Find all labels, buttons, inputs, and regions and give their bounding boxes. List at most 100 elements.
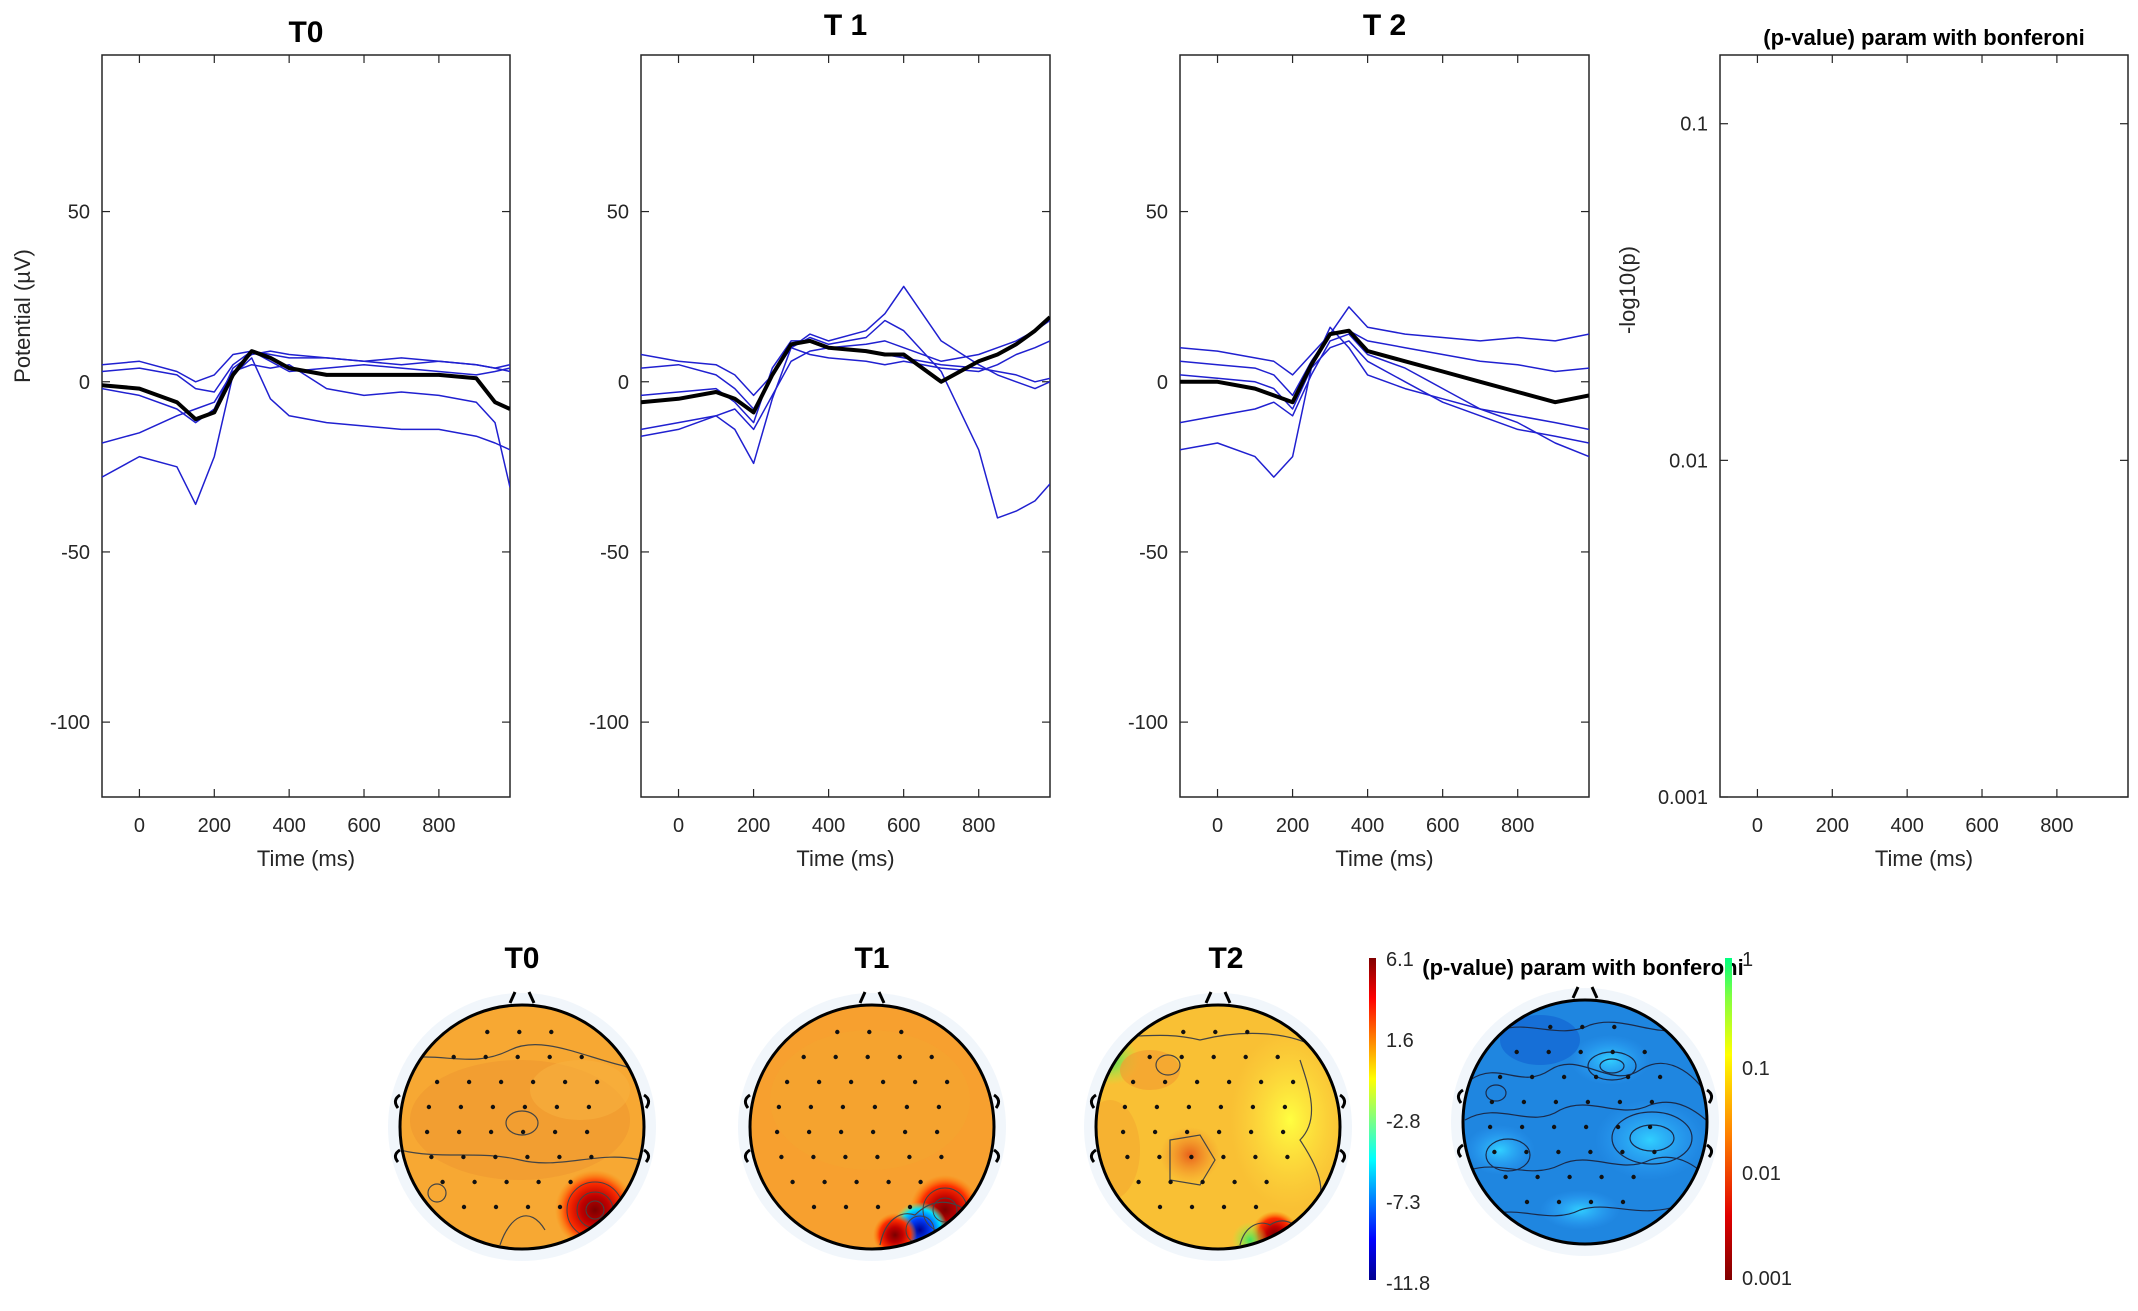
electrode-dot [1553, 1099, 1559, 1105]
electrode-dot [1282, 1104, 1288, 1110]
electrode-dot [1620, 1199, 1626, 1205]
electrode-dot [934, 1129, 940, 1135]
electrode-grid-pvalue [1487, 1024, 1663, 1205]
electrode-dot [429, 1154, 434, 1160]
electrode-dot [1157, 1154, 1162, 1160]
electrode-dot [1580, 1024, 1585, 1030]
electrode-dot [1162, 1079, 1168, 1085]
electrode-dot [525, 1154, 530, 1160]
y-tick-label: -50 [1139, 542, 1168, 564]
electrode-dot [1130, 1079, 1136, 1085]
electrode-dot [1250, 1104, 1256, 1110]
electrode-grid-t0 [424, 1029, 600, 1210]
y-tick-label: 0 [79, 372, 90, 394]
x-axis-label: Time (ms) [1335, 846, 1433, 871]
colorbar-pvalue-tick: 0.001 [1742, 1268, 1792, 1290]
electrode-dot [1529, 1074, 1535, 1080]
electrode-grid-t2 [1120, 1029, 1296, 1210]
electrode-dot [1280, 1129, 1286, 1135]
electrode-dot [530, 1079, 536, 1085]
electrode-dot [886, 1179, 891, 1185]
panel-title: (p-value) param with bonferoni [1763, 25, 2084, 50]
electrode-dot [811, 1154, 816, 1160]
series-line-mean [1180, 328, 1589, 405]
electrode-dot [899, 1029, 904, 1035]
x-tick-label: 200 [198, 815, 231, 837]
electrode-dot [1521, 1099, 1527, 1105]
electrode-dot [1120, 1129, 1126, 1135]
electrode-dot [562, 1079, 568, 1085]
y-axis-label: -log10(p) [1615, 246, 1640, 334]
electrode-dot [424, 1129, 430, 1135]
electrode-dot [1524, 1149, 1529, 1155]
x-tick-label: 600 [1965, 815, 1998, 837]
electrode-dot [867, 1029, 872, 1035]
electrode-dot [1253, 1204, 1259, 1210]
electrode-dot [451, 1054, 456, 1060]
topomap-title-t2: T2 [1208, 942, 1243, 975]
electrode-dot [1546, 1049, 1551, 1055]
y-tick-label: 0.001 [1658, 787, 1708, 809]
electrode-dot [1213, 1029, 1218, 1035]
topomap-pvalue [1451, 986, 1719, 1256]
electrode-dot [1585, 1099, 1591, 1105]
electrode-dot [498, 1079, 504, 1085]
electrode-dot [536, 1179, 541, 1185]
colorbar-potential: 6.1 1.6 -2.8 -7.3 -11.8 [1369, 949, 1430, 1295]
x-tick-label: 400 [812, 815, 845, 837]
y-tick-label: -100 [589, 712, 629, 734]
electrode-dot [426, 1104, 432, 1110]
electrode-dot [1168, 1179, 1173, 1185]
x-tick-label: 800 [2040, 815, 2073, 837]
y-tick-label: 50 [607, 202, 629, 224]
electrode-dot [843, 1204, 849, 1210]
x-tick-label: 200 [1276, 815, 1309, 837]
electrode-dot [848, 1079, 854, 1085]
electrode-dot [929, 1054, 934, 1060]
x-axis-label: Time (ms) [796, 846, 894, 871]
electrode-dot [1588, 1199, 1594, 1205]
electrode-dot [806, 1129, 812, 1135]
electrode-dot [579, 1054, 584, 1060]
electrode-dot [1649, 1099, 1655, 1105]
series-line-subject [102, 363, 510, 488]
electrode-dot [1275, 1054, 1280, 1060]
series-line-subject [641, 319, 1050, 519]
y-tick-label: 50 [1146, 202, 1168, 224]
x-tick-label: 0 [1752, 815, 1763, 837]
colorbar-pvalue-tick: 1 [1742, 949, 1753, 971]
electrode-dot [520, 1129, 526, 1135]
colorbar-potential-tick: 6.1 [1386, 949, 1414, 971]
x-tick-label: 800 [422, 815, 455, 837]
electrode-dot [1258, 1079, 1264, 1085]
electrode-dot [1489, 1099, 1495, 1105]
electrode-dot [1189, 1204, 1195, 1210]
x-tick-label: 200 [1816, 815, 1849, 837]
electrode-dot [1147, 1054, 1152, 1060]
electrode-dot [907, 1204, 913, 1210]
x-tick-label: 600 [347, 815, 380, 837]
electrode-dot [784, 1079, 790, 1085]
electrode-dot [1221, 1154, 1226, 1160]
electrode-dot [1125, 1154, 1130, 1160]
electrode-dot [488, 1129, 494, 1135]
x-tick-label: 400 [1890, 815, 1923, 837]
x-axis-label: Time (ms) [257, 846, 355, 871]
x-tick-label: 400 [272, 815, 305, 837]
electrode-dot [808, 1104, 814, 1110]
electrode-dot [522, 1104, 528, 1110]
series-line-subject [641, 340, 1050, 397]
electrode-dot [1211, 1054, 1216, 1060]
electrode-dot [904, 1104, 910, 1110]
electrode-dot [1519, 1124, 1525, 1130]
colorbar-pvalue-tick: 0.1 [1742, 1058, 1770, 1080]
electrode-dot [461, 1204, 467, 1210]
electrode-dot [1189, 1154, 1194, 1160]
electrode-dot [1625, 1074, 1631, 1080]
series-line-subject [1180, 306, 1589, 397]
electrode-dot [1194, 1079, 1200, 1085]
electrode-dot [1136, 1179, 1141, 1185]
electrode-dot [1524, 1199, 1530, 1205]
electrode-dot [1620, 1149, 1625, 1155]
series-line-subject [1180, 333, 1589, 458]
